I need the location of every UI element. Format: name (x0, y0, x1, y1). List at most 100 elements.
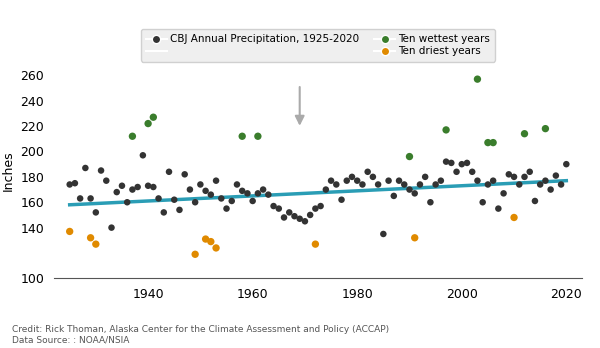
Point (222, 206, 232, 211)
Point (473, 76, 482, 82)
Point (541, 178, 550, 183)
Point (337, 197, 346, 203)
Point (154, 196, 163, 201)
Point (546, 187, 556, 192)
Point (117, 183, 127, 189)
Point (410, 235, 419, 240)
Point (551, 173, 560, 179)
Point (467, 169, 477, 175)
Point (211, 178, 221, 183)
Point (488, 140, 498, 145)
Point (326, 178, 336, 183)
Point (541, 126, 550, 132)
Point (452, 169, 461, 175)
Point (462, 160, 472, 166)
Point (483, 140, 493, 145)
Point (232, 182, 242, 187)
Point (509, 215, 519, 220)
Point (400, 182, 409, 187)
Point (331, 182, 341, 187)
Point (394, 178, 404, 183)
Point (211, 245, 221, 251)
Point (159, 209, 169, 215)
Point (404, 187, 414, 192)
Y-axis label: Inches: Inches (2, 150, 15, 191)
Point (483, 182, 493, 187)
Point (509, 174, 519, 180)
Point (274, 206, 284, 211)
Point (238, 188, 247, 193)
Point (138, 152, 148, 158)
Point (358, 182, 367, 187)
Point (499, 191, 508, 196)
Point (494, 206, 503, 211)
Point (201, 236, 211, 242)
Point (284, 209, 294, 215)
Point (562, 161, 571, 167)
Point (525, 169, 535, 175)
Point (290, 213, 299, 219)
Point (128, 187, 137, 192)
Point (404, 154, 414, 159)
Point (149, 114, 158, 120)
Point (70, 180, 80, 186)
Point (128, 134, 137, 139)
Point (149, 184, 158, 190)
Point (196, 182, 205, 187)
Point (269, 203, 278, 209)
Point (80, 165, 90, 171)
Point (86, 235, 95, 240)
Point (190, 199, 200, 205)
Point (238, 134, 247, 139)
Point (305, 212, 315, 218)
Point (311, 242, 320, 247)
Point (190, 252, 200, 257)
Point (530, 198, 540, 204)
Point (185, 187, 195, 192)
Point (410, 191, 419, 196)
Point (175, 207, 184, 213)
Point (263, 192, 273, 197)
Point (96, 168, 106, 173)
Point (133, 184, 142, 190)
Point (347, 174, 357, 180)
Point (91, 209, 101, 215)
Point (143, 183, 153, 189)
Point (520, 131, 529, 136)
Point (514, 182, 524, 187)
Point (389, 193, 398, 199)
Point (107, 225, 116, 230)
Text: Credit: Rick Thoman, Alaska Center for the Climate Assessment and Policy (ACCAP): Credit: Rick Thoman, Alaska Center for t… (12, 325, 389, 345)
Point (441, 127, 451, 133)
Point (217, 196, 226, 201)
Point (279, 215, 289, 220)
Point (259, 187, 268, 192)
Point (342, 178, 352, 183)
Point (478, 199, 487, 205)
Point (295, 216, 305, 222)
Point (169, 197, 179, 203)
Point (415, 182, 425, 187)
Point (201, 188, 211, 193)
Point (242, 191, 252, 196)
Point (76, 196, 85, 201)
Point (363, 169, 373, 175)
Point (248, 198, 257, 204)
Point (446, 160, 456, 166)
Point (321, 187, 331, 192)
Point (488, 178, 498, 183)
Point (65, 229, 74, 234)
Point (206, 239, 215, 244)
Point (425, 199, 435, 205)
Point (86, 196, 95, 201)
Point (352, 178, 362, 183)
Point (101, 178, 111, 183)
Point (300, 219, 310, 224)
Point (164, 169, 174, 175)
Point (436, 178, 446, 183)
Point (441, 159, 451, 164)
Point (421, 174, 430, 180)
Point (112, 189, 122, 195)
Point (206, 192, 215, 197)
Point (311, 206, 320, 211)
